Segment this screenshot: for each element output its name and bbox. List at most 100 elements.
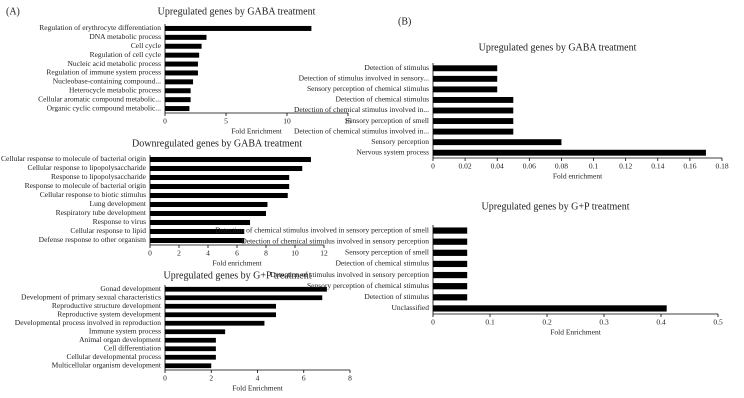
bar [433, 283, 468, 290]
y-tick-label: Response to lipopolysaccharide [51, 172, 147, 181]
x-tick-label: 4 [256, 374, 260, 383]
y-tick-label: Regulation of cell cycle [90, 50, 162, 59]
y-tick-label: Cellular response to lipopolysaccharide [27, 163, 146, 172]
x-axis-label: Fold enrichment [212, 259, 262, 268]
x-axis-label: Fold Enrichment [231, 127, 283, 136]
x-tick-label: 12 [320, 249, 328, 258]
bar [150, 210, 266, 217]
y-tick-label: Cellular response to molecule of bacteri… [1, 154, 146, 163]
x-axis-label: Fold Enrichment [550, 328, 602, 337]
panel-label: (B) [398, 16, 411, 27]
bar [165, 303, 276, 309]
bar [165, 106, 190, 112]
x-tick-label: 0.12 [619, 162, 632, 171]
panel-label: (A) [6, 6, 20, 17]
x-tick-label: 0 [148, 249, 152, 258]
y-tick-label: Detection of chemical stimulus involved … [241, 236, 429, 245]
bar [433, 260, 468, 268]
bar [433, 305, 667, 312]
x-tick-label: 0 [163, 374, 167, 383]
bar [433, 139, 562, 146]
bar [165, 337, 216, 343]
y-tick-label: Cellular response to biotic stimulus [40, 190, 146, 199]
y-tick-label: Detection of chemical stimulus [335, 95, 429, 104]
chart-title: Upregulated genes by G+P treatment [481, 201, 629, 212]
x-axis-label: Fold Enrichment [232, 384, 284, 393]
y-tick-label: Developmental process involved in reprod… [15, 318, 161, 327]
y-tick-label: Nucleobase-containing compound... [53, 77, 161, 86]
y-tick-label: Cellular aromatic compound metabolic... [38, 94, 161, 103]
y-tick-label: Development of primary sexual characteri… [21, 292, 161, 301]
y-tick-label: Detection of chemical stimulus involved … [294, 126, 429, 135]
y-tick-label: Sensory perception [371, 137, 429, 146]
bar [165, 286, 327, 292]
bar [433, 65, 498, 72]
bar [150, 165, 303, 172]
y-tick-label: Detection of stimulus involved in sensor… [270, 270, 429, 279]
bar [433, 75, 498, 82]
bar [150, 201, 268, 208]
y-tick-label: Detection of stimulus [364, 63, 429, 72]
x-tick-label: 6 [302, 374, 306, 383]
x-tick-label: 0 [431, 318, 435, 327]
y-tick-label: Detection of stimulus [364, 292, 429, 301]
y-tick-label: Sensory perception of smell [345, 116, 429, 125]
bar [165, 88, 191, 94]
y-tick-label: Sensory perception of chemical stimulus [307, 281, 429, 290]
x-tick-label: 4 [206, 249, 210, 258]
x-tick-label: 10 [283, 117, 291, 126]
y-tick-label: Multicellular organism development [52, 360, 162, 369]
bar [165, 97, 191, 103]
y-tick-label: Reproductive structure development [52, 301, 162, 310]
x-tick-label: 0.1 [485, 318, 495, 327]
bar [433, 96, 514, 103]
bar [165, 346, 216, 352]
bar [150, 228, 245, 235]
x-tick-label: 0.1 [589, 162, 599, 171]
bar [433, 249, 468, 256]
chart-title: Upregulated genes by GABA treatment [479, 42, 637, 53]
y-tick-label: Nervous system process [357, 147, 430, 156]
bar [165, 329, 226, 335]
y-tick-label: Response to molecule of bacterial origin [25, 181, 147, 190]
chart-title: Upregulated genes by GABA treatment [158, 6, 316, 17]
bar [165, 61, 198, 67]
bar [433, 86, 498, 93]
y-tick-label: Regulation of erythrocyte differentiatio… [39, 23, 161, 32]
x-tick-label: 0.5 [713, 318, 723, 327]
bar [165, 70, 198, 76]
y-tick-label: Cell differentiation [104, 343, 161, 352]
y-tick-label: Detection of chemical stimulus involved … [294, 105, 429, 114]
x-tick-label: 0.08 [555, 162, 568, 171]
y-tick-label: Detection of chemical stimulus [335, 259, 429, 268]
x-tick-label: 0.06 [523, 162, 536, 171]
bar [165, 25, 312, 31]
y-tick-label: Sensory perception of smell [345, 248, 429, 257]
y-tick-label: Response to virus [93, 217, 146, 226]
bar [165, 34, 207, 40]
x-tick-label: 2 [177, 249, 181, 258]
x-tick-label: 8 [264, 249, 268, 258]
y-tick-label: Organic cyclic compound metabolic... [47, 103, 162, 112]
bar [433, 294, 468, 301]
x-tick-label: 0 [163, 117, 167, 126]
bar [150, 174, 290, 181]
bar [433, 149, 706, 156]
x-tick-label: 0.14 [651, 162, 664, 171]
y-tick-label: Cell cycle [131, 41, 162, 50]
y-tick-label: Cellular developmental process [66, 352, 161, 361]
bar [165, 320, 265, 326]
y-tick-label: Defense response to other organism [39, 235, 146, 244]
y-tick-label: Regulation of immune system process [46, 68, 161, 77]
y-tick-label: Cellular response to lipid [70, 226, 146, 235]
bar [165, 79, 194, 85]
bar [433, 238, 468, 245]
y-tick-label: Sensory perception of chemical stimulus [307, 84, 429, 93]
bar [150, 156, 311, 163]
chart-title: Upregulated genes by G+P treatment [163, 270, 311, 281]
y-tick-label: Animal organ development [79, 335, 162, 344]
x-tick-label: 0.04 [491, 162, 504, 171]
x-tick-label: 6 [235, 249, 239, 258]
y-tick-label: Nucleic acid metabolic process [67, 59, 161, 68]
